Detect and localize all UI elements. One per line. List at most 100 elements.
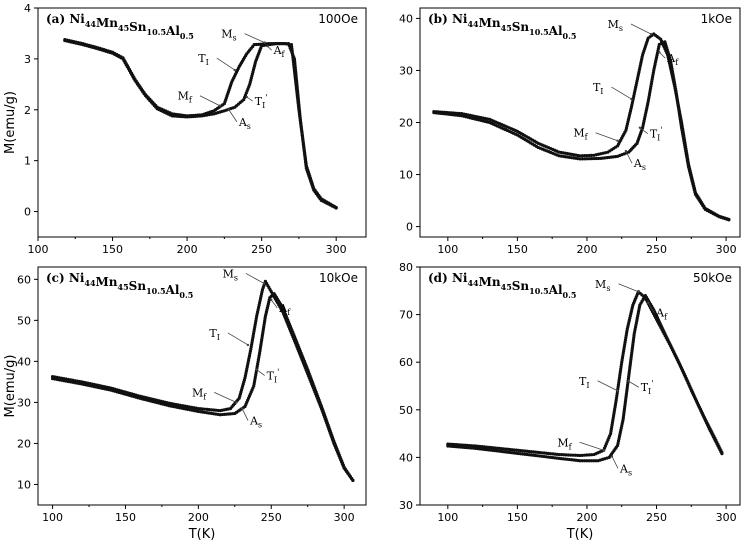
formula-element: Mn [96, 275, 118, 289]
series-cooling [50, 279, 355, 482]
data-point [594, 459, 598, 463]
data-point [578, 154, 582, 158]
annotation-label: As [619, 462, 632, 477]
panel-title: (d) Ni44Mn45Sn10.5Al0.5 [428, 271, 576, 300]
annotation-arrowhead [637, 290, 640, 293]
y-tick-label: 70 [399, 309, 413, 322]
data-point [585, 453, 589, 457]
annotation-symbol: A [666, 52, 676, 65]
annotation-prime: ' [651, 379, 653, 388]
y-axis-label: M(emu/g) [3, 355, 18, 418]
y-tick-label: 30 [17, 396, 31, 409]
annotation-label: Mf [573, 127, 588, 142]
x-tick-label: 300 [334, 511, 355, 524]
x-tick-label: 100 [437, 243, 458, 256]
field-label: 10kOe [319, 271, 358, 285]
x-axis-label: T(K) [188, 527, 216, 542]
y-tick-label: 40 [17, 355, 31, 368]
annotation-arrowhead [233, 68, 236, 72]
panel-c: 100 150 200 250 300 10 20 30 40 50 60 M(emu/g) T(K) (… [3, 266, 367, 542]
annotation-label: Af [278, 302, 291, 317]
annotation-arrowhead [602, 449, 605, 452]
annotation-subscript: s [234, 273, 238, 282]
data-point [562, 453, 566, 457]
annotation-label: Af [666, 52, 679, 67]
y-tick-label: 60 [399, 356, 413, 369]
annotation-label: As [633, 157, 646, 172]
annotation-subscript: I [648, 387, 651, 396]
annotation-label: Ms [595, 278, 610, 293]
annotation-subscript: f [664, 313, 668, 322]
annotation-label: TI [198, 52, 209, 67]
annotation-arrowhead [649, 32, 653, 36]
formula-subscript: 0.5 [180, 31, 194, 41]
annotation-arrowhead [235, 401, 238, 404]
formula-subscript: 45 [501, 282, 512, 292]
x-axis-label: T(K) [566, 527, 594, 542]
annotation-arrow [241, 408, 249, 421]
annotation-subscript: f [282, 50, 286, 59]
data-point [209, 112, 214, 116]
annotation-label: TI' [650, 126, 663, 143]
formula-element: Sn [129, 20, 147, 34]
data-point [591, 459, 596, 463]
data-point [592, 156, 596, 161]
annotation-arrowhead [262, 282, 266, 285]
data-point [580, 154, 584, 158]
annotation-arrowhead [638, 126, 642, 129]
panel-title: (b) Ni44Mn45Sn10.5Al0.5 [428, 12, 576, 41]
plot-frame [37, 266, 367, 506]
data-point [202, 113, 206, 118]
x-tick-label: 150 [507, 243, 528, 256]
data-point [589, 453, 594, 457]
data-point [557, 452, 561, 457]
plot-frame [419, 7, 741, 238]
annotation-subscript: f [189, 96, 193, 105]
data-point [282, 42, 286, 46]
annotation-subscript: s [247, 122, 251, 131]
annotation-subscript: f [203, 392, 207, 401]
annotation-symbol: A [619, 462, 629, 475]
data-point [578, 453, 582, 458]
data-point [277, 42, 281, 46]
annotation-arrowhead [227, 108, 231, 111]
x-tick-label: 300 [326, 243, 347, 256]
annotation-label: Af [273, 44, 286, 59]
annotation-symbol: T [198, 52, 206, 65]
x-tick-label: 200 [188, 511, 209, 524]
data-point [580, 453, 584, 457]
annotation-symbol: T [267, 370, 275, 383]
data-point [205, 113, 209, 117]
x-tick-label: 100 [42, 511, 63, 524]
annotation-subscript: s [606, 284, 610, 293]
field-label: 100Oe [318, 12, 358, 26]
annotation-arrowhead [627, 380, 630, 383]
x-tick-label: 200 [576, 243, 597, 256]
y-tick-label: 50 [399, 404, 413, 417]
annotation-symbol: A [655, 307, 665, 320]
formula-subscript: 45 [118, 23, 129, 33]
annotation-arrow [246, 96, 253, 102]
data-point [587, 459, 591, 463]
formula-subscript: 44 [85, 19, 97, 29]
data-point [587, 153, 591, 158]
annotation-label: As [238, 116, 251, 131]
data-point [566, 453, 571, 457]
annotation-arrow [199, 95, 221, 107]
annotation-arrow [628, 380, 639, 388]
annotation-symbol: T [209, 327, 217, 340]
annotation-arrowhead [658, 51, 661, 54]
annotation-arrow [244, 33, 265, 43]
annotation-label: Af [655, 307, 668, 322]
x-tick-label: 150 [102, 243, 123, 256]
x-tick-label: 200 [177, 243, 198, 256]
annotation-label: Ms [608, 18, 623, 33]
formula-element: Ni [452, 12, 468, 26]
data-point [284, 42, 288, 46]
data-point [596, 156, 601, 161]
data-point [571, 453, 575, 457]
y-tick-label: 10 [399, 169, 413, 182]
annotation-label: TI' [641, 379, 654, 396]
annotation-subscript: I [274, 376, 277, 385]
